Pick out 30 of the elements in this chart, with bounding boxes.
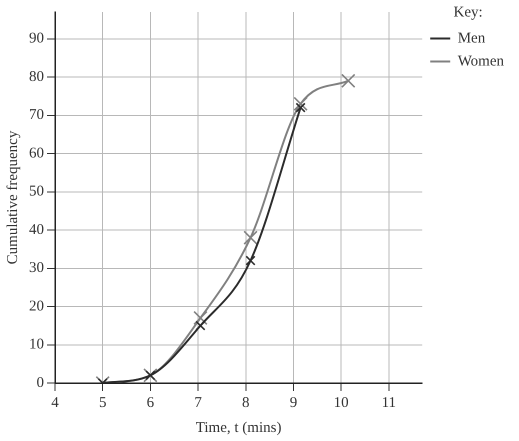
point xyxy=(245,256,256,266)
y-tick-label: 20 xyxy=(29,298,44,314)
x-tick-label: 9 xyxy=(290,394,298,411)
y-tick-label: 40 xyxy=(29,222,44,238)
y-tick-label: 10 xyxy=(29,336,44,353)
legend-title: Key: xyxy=(454,4,483,20)
y-tick-label: 70 xyxy=(29,107,44,124)
y-tick-label: 0 xyxy=(36,374,44,391)
y-tick-label: 60 xyxy=(29,145,44,162)
x-tick-label: 6 xyxy=(146,394,155,411)
point xyxy=(193,310,208,326)
point xyxy=(296,102,306,113)
x-tick-label: 11 xyxy=(382,394,396,411)
point xyxy=(195,320,206,331)
x-tick-label: 7 xyxy=(194,394,202,411)
x-tick-label: 5 xyxy=(98,394,106,411)
point xyxy=(293,96,308,111)
legend-label: Men xyxy=(458,30,486,46)
point xyxy=(243,230,258,245)
y-tick-label: 80 xyxy=(29,68,44,85)
y-tick-label: 90 xyxy=(29,30,44,47)
x-tick-label: 10 xyxy=(334,394,349,411)
y-axis-title: Cumulative frequency xyxy=(4,130,21,264)
legend-label: Women xyxy=(458,53,504,70)
x-tick-label: 4 xyxy=(51,394,60,411)
x-tick-label: 8 xyxy=(242,394,250,411)
y-tick-label: 50 xyxy=(29,184,44,200)
y-tick-label: 30 xyxy=(29,260,44,276)
x-axis-title: Time, t (mins) xyxy=(196,420,282,436)
point xyxy=(341,74,356,88)
